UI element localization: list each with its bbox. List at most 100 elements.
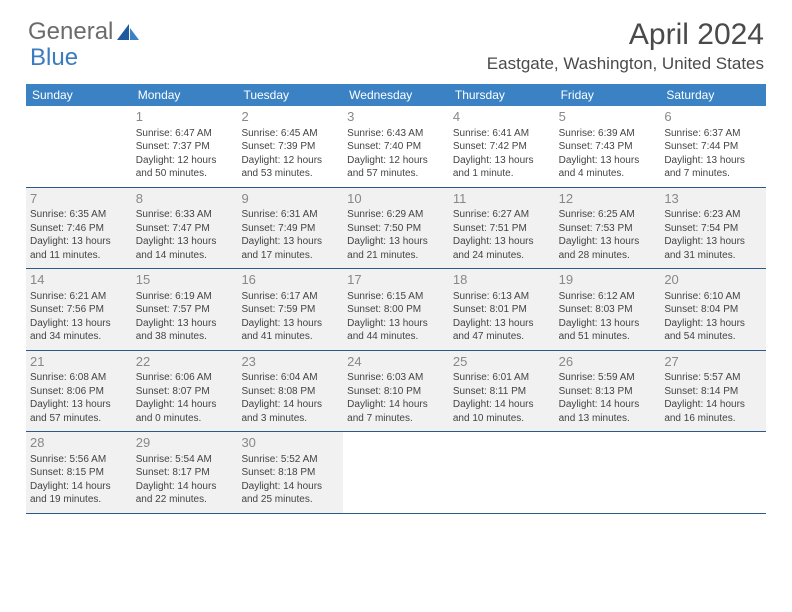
logo-text-blue: Blue <box>30 44 78 72</box>
day-number: 9 <box>241 190 339 208</box>
sunrise-text: Sunrise: 6:06 AM <box>136 371 234 385</box>
day-number: 25 <box>453 353 551 371</box>
sunset-text: Sunset: 8:10 PM <box>347 385 445 399</box>
day-number: 28 <box>30 434 128 452</box>
sunrise-text: Sunrise: 6:35 AM <box>30 208 128 222</box>
day-number: 10 <box>347 190 445 208</box>
day-number: 30 <box>241 434 339 452</box>
day-number: 4 <box>453 108 551 126</box>
day-number: 7 <box>30 190 128 208</box>
sunset-text: Sunset: 8:04 PM <box>664 303 762 317</box>
daylight-text: Daylight: 13 hours and 54 minutes. <box>664 317 762 344</box>
day-cell: 18Sunrise: 6:13 AMSunset: 8:01 PMDayligh… <box>449 269 555 350</box>
day-cell: 5Sunrise: 6:39 AMSunset: 7:43 PMDaylight… <box>555 106 661 187</box>
day-cell: 4Sunrise: 6:41 AMSunset: 7:42 PMDaylight… <box>449 106 555 187</box>
day-cell <box>555 432 661 513</box>
sunset-text: Sunset: 8:01 PM <box>453 303 551 317</box>
sunrise-text: Sunrise: 6:23 AM <box>664 208 762 222</box>
daylight-text: Daylight: 14 hours and 0 minutes. <box>136 398 234 425</box>
sunset-text: Sunset: 8:13 PM <box>559 385 657 399</box>
daylight-text: Daylight: 13 hours and 57 minutes. <box>30 398 128 425</box>
sunset-text: Sunset: 7:50 PM <box>347 222 445 236</box>
sunrise-text: Sunrise: 6:01 AM <box>453 371 551 385</box>
sunset-text: Sunset: 7:54 PM <box>664 222 762 236</box>
day-cell: 14Sunrise: 6:21 AMSunset: 7:56 PMDayligh… <box>26 269 132 350</box>
day-number: 15 <box>136 271 234 289</box>
day-cell: 12Sunrise: 6:25 AMSunset: 7:53 PMDayligh… <box>555 188 661 269</box>
sunset-text: Sunset: 7:47 PM <box>136 222 234 236</box>
sunrise-text: Sunrise: 6:25 AM <box>559 208 657 222</box>
month-title: April 2024 <box>487 18 764 52</box>
sunset-text: Sunset: 8:11 PM <box>453 385 551 399</box>
daylight-text: Daylight: 14 hours and 22 minutes. <box>136 480 234 507</box>
sunrise-text: Sunrise: 6:33 AM <box>136 208 234 222</box>
day-cell <box>660 432 766 513</box>
sunset-text: Sunset: 7:57 PM <box>136 303 234 317</box>
daylight-text: Daylight: 13 hours and 7 minutes. <box>664 154 762 181</box>
day-cell: 26Sunrise: 5:59 AMSunset: 8:13 PMDayligh… <box>555 351 661 432</box>
sunrise-text: Sunrise: 6:45 AM <box>241 127 339 141</box>
day-cell: 7Sunrise: 6:35 AMSunset: 7:46 PMDaylight… <box>26 188 132 269</box>
sunrise-text: Sunrise: 5:59 AM <box>559 371 657 385</box>
sunset-text: Sunset: 8:08 PM <box>241 385 339 399</box>
day-number: 27 <box>664 353 762 371</box>
daylight-text: Daylight: 12 hours and 53 minutes. <box>241 154 339 181</box>
day-number: 22 <box>136 353 234 371</box>
day-cell: 1Sunrise: 6:47 AMSunset: 7:37 PMDaylight… <box>132 106 238 187</box>
day-header: Wednesday <box>343 84 449 106</box>
day-number: 19 <box>559 271 657 289</box>
daylight-text: Daylight: 14 hours and 25 minutes. <box>241 480 339 507</box>
day-number: 1 <box>136 108 234 126</box>
daylight-text: Daylight: 13 hours and 17 minutes. <box>241 235 339 262</box>
daylight-text: Daylight: 13 hours and 4 minutes. <box>559 154 657 181</box>
day-cell: 8Sunrise: 6:33 AMSunset: 7:47 PMDaylight… <box>132 188 238 269</box>
sunrise-text: Sunrise: 6:15 AM <box>347 290 445 304</box>
sunset-text: Sunset: 7:51 PM <box>453 222 551 236</box>
day-number: 21 <box>30 353 128 371</box>
daylight-text: Daylight: 14 hours and 3 minutes. <box>241 398 339 425</box>
daylight-text: Daylight: 14 hours and 10 minutes. <box>453 398 551 425</box>
daylight-text: Daylight: 13 hours and 11 minutes. <box>30 235 128 262</box>
day-number: 2 <box>241 108 339 126</box>
day-cell: 3Sunrise: 6:43 AMSunset: 7:40 PMDaylight… <box>343 106 449 187</box>
daylight-text: Daylight: 13 hours and 28 minutes. <box>559 235 657 262</box>
day-cell: 21Sunrise: 6:08 AMSunset: 8:06 PMDayligh… <box>26 351 132 432</box>
sunset-text: Sunset: 7:39 PM <box>241 140 339 154</box>
daylight-text: Daylight: 13 hours and 51 minutes. <box>559 317 657 344</box>
week-row: 1Sunrise: 6:47 AMSunset: 7:37 PMDaylight… <box>26 106 766 188</box>
day-cell: 28Sunrise: 5:56 AMSunset: 8:15 PMDayligh… <box>26 432 132 513</box>
day-number: 14 <box>30 271 128 289</box>
day-number: 13 <box>664 190 762 208</box>
daylight-text: Daylight: 13 hours and 44 minutes. <box>347 317 445 344</box>
sunrise-text: Sunrise: 6:03 AM <box>347 371 445 385</box>
daylight-text: Daylight: 14 hours and 7 minutes. <box>347 398 445 425</box>
daylight-text: Daylight: 12 hours and 57 minutes. <box>347 154 445 181</box>
title-block: April 2024 Eastgate, Washington, United … <box>487 18 764 74</box>
day-number: 23 <box>241 353 339 371</box>
daylight-text: Daylight: 13 hours and 38 minutes. <box>136 317 234 344</box>
day-cell: 27Sunrise: 5:57 AMSunset: 8:14 PMDayligh… <box>660 351 766 432</box>
sunset-text: Sunset: 7:37 PM <box>136 140 234 154</box>
sunset-text: Sunset: 8:15 PM <box>30 466 128 480</box>
day-cell <box>343 432 449 513</box>
sunrise-text: Sunrise: 6:10 AM <box>664 290 762 304</box>
day-cell: 29Sunrise: 5:54 AMSunset: 8:17 PMDayligh… <box>132 432 238 513</box>
daylight-text: Daylight: 13 hours and 14 minutes. <box>136 235 234 262</box>
day-number: 17 <box>347 271 445 289</box>
day-cell: 11Sunrise: 6:27 AMSunset: 7:51 PMDayligh… <box>449 188 555 269</box>
week-row: 28Sunrise: 5:56 AMSunset: 8:15 PMDayligh… <box>26 432 766 514</box>
sunset-text: Sunset: 8:00 PM <box>347 303 445 317</box>
sunrise-text: Sunrise: 6:21 AM <box>30 290 128 304</box>
sunset-text: Sunset: 7:53 PM <box>559 222 657 236</box>
sunrise-text: Sunrise: 6:39 AM <box>559 127 657 141</box>
day-number: 12 <box>559 190 657 208</box>
sunrise-text: Sunrise: 5:54 AM <box>136 453 234 467</box>
sunset-text: Sunset: 8:07 PM <box>136 385 234 399</box>
sunset-text: Sunset: 7:46 PM <box>30 222 128 236</box>
day-header: Monday <box>132 84 238 106</box>
week-row: 14Sunrise: 6:21 AMSunset: 7:56 PMDayligh… <box>26 269 766 351</box>
day-cell <box>449 432 555 513</box>
day-header: Thursday <box>449 84 555 106</box>
day-cell: 2Sunrise: 6:45 AMSunset: 7:39 PMDaylight… <box>237 106 343 187</box>
sunrise-text: Sunrise: 6:19 AM <box>136 290 234 304</box>
